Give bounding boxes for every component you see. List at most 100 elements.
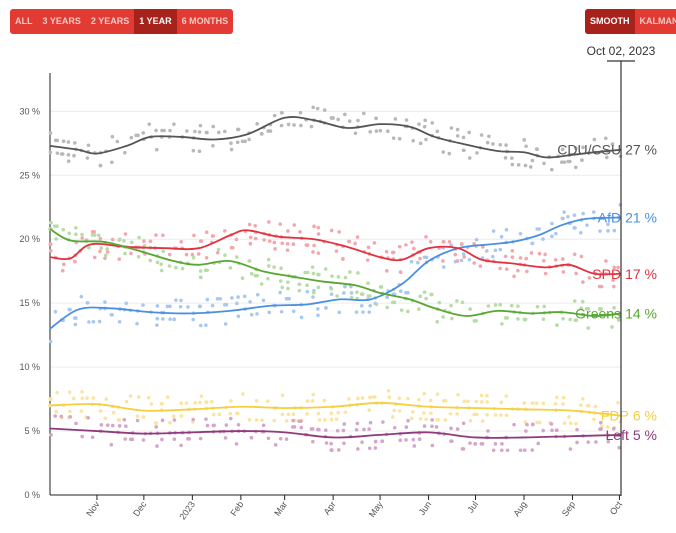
cursor-date-label: Oct 02, 2023 [587,44,656,58]
poll-dot [543,252,547,257]
range-6-months-button[interactable]: 6 MONTHS [181,16,229,26]
poll-dot [305,270,310,275]
date-cursor[interactable]: Oct 02, 2023 [587,44,656,496]
poll-dot [555,428,559,432]
mode-smooth-button[interactable]: SMOOTH [585,9,635,34]
poll-dot [505,413,509,418]
poll-dot [379,285,384,289]
series-value: 27 % [625,142,657,158]
poll-dot [336,117,340,122]
poll-dot [229,399,233,403]
poll-dot [305,243,310,247]
poll-dot [154,233,158,237]
poll-dot [573,146,578,150]
poll-dot [193,129,197,134]
poll-dot [266,129,271,133]
y-tick-label: 15 % [19,298,40,308]
poll-dot [198,304,202,309]
x-tick-label: Mar [272,499,289,517]
poll-dot [354,310,359,314]
poll-dot [135,321,139,326]
poll-dot [336,448,341,452]
poll-dot [284,418,289,423]
poll-dot [73,322,78,327]
poll-dot [236,127,241,132]
poll-dot [311,439,315,444]
poll-dot [147,122,152,126]
poll-dot [461,148,466,153]
poll-dot [568,159,572,164]
range-1-year-button[interactable]: 1 YEAR [134,9,177,34]
poll-dot [48,131,53,135]
poll-dot [561,270,566,274]
range-2-years-button[interactable]: 2 YEARS [90,16,130,26]
poll-dot [343,112,347,117]
poll-dot [503,254,508,259]
poll-dot [216,130,221,135]
poll-dot [411,138,415,143]
poll-dot [335,429,340,433]
poll-dot [228,266,233,270]
poll-dot [191,417,195,422]
poll-dot [80,236,84,240]
poll-dot [516,268,520,273]
range-3-years-button[interactable]: 3 YEARS [42,16,81,26]
poll-dot [480,400,484,404]
poll-dot [154,128,158,133]
poll-dot [135,414,140,418]
poll-dot [404,243,408,247]
poll-dot [468,418,473,423]
poll-dot [456,392,460,397]
poll-dot [286,286,290,291]
poll-dot [535,420,539,425]
poll-dot [66,159,71,164]
poll-dot [149,402,154,406]
poll-dot [229,147,234,152]
poll-dot [409,416,414,421]
poll-dot [299,123,303,128]
poll-dot [48,242,53,247]
series-name: SPD [592,266,621,282]
poll-dot [48,150,53,155]
poll-dot [191,255,196,260]
poll-dot [399,308,404,312]
poll-dot [391,136,396,140]
poll-dot [49,220,53,225]
poll-dot [273,443,278,447]
poll-dot [68,409,72,414]
poll-dot [455,412,459,416]
poll-dot [254,418,259,422]
poll-dot [518,232,523,236]
poll-dot [568,447,573,451]
poll-dot [205,297,210,302]
poll-dot [310,427,315,431]
poll-dot [59,152,64,156]
poll-dot [523,163,528,168]
range-all-button[interactable]: ALL [15,16,33,26]
poll-dot [372,395,376,399]
poll-dot [510,248,515,253]
poll-dot [493,442,498,446]
mode-kalman-button[interactable]: KALMAN [639,16,676,26]
poll-dot [437,300,442,305]
poll-dot [141,303,145,307]
poll-dot [554,395,559,400]
poll-dot [554,231,558,236]
poll-dot [455,427,460,431]
poll-dot [80,396,85,401]
poll-dot [154,421,159,425]
poll-dot [586,440,590,444]
poll-dot [422,290,427,294]
poll-dot [461,447,466,451]
poll-dot [215,296,220,301]
poll-dot [329,411,334,415]
poll-dot [361,111,366,116]
poll-dot [373,446,378,450]
poll-dot [418,256,422,261]
poll-dot [462,399,467,404]
poll-dot [223,253,227,257]
poll-dot [424,417,428,422]
poll-dot [292,425,297,429]
poll-dot [110,160,114,165]
poll-dot [579,306,583,310]
